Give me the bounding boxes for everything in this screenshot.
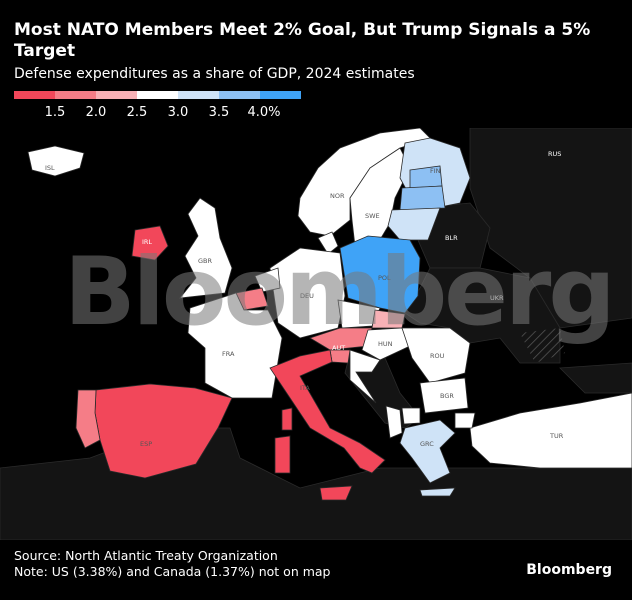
legend-swatch-1 xyxy=(14,91,55,99)
greece xyxy=(399,419,456,484)
legend-color-bar xyxy=(14,91,301,99)
legend-swatch-2 xyxy=(55,91,96,99)
label-gbr: GBR xyxy=(198,257,212,265)
legend-label-1: 1.5 xyxy=(44,105,66,120)
legend-label-6: 4.0% xyxy=(247,105,281,120)
label-swe: SWE xyxy=(365,212,380,220)
label-grc: GRC xyxy=(420,440,434,448)
country-labels: ISL IRL BLR UKR RUS POL AUT ITA ESP FRA … xyxy=(45,150,564,448)
legend-label-4: 3.0 xyxy=(167,105,189,120)
legend-swatch-5 xyxy=(178,91,219,99)
caucasus-region xyxy=(559,362,632,394)
label-esp: ESP xyxy=(140,440,152,448)
note-line: Note: US (3.38%) and Canada (1.37%) not … xyxy=(14,564,331,579)
romania xyxy=(401,327,471,384)
label-ukr: UKR xyxy=(490,294,504,302)
label-pol: POL xyxy=(378,274,391,282)
label-ita: ITA xyxy=(300,384,310,392)
crimea-hatched xyxy=(520,328,565,363)
label-fin: FIN xyxy=(430,167,441,175)
nato-members xyxy=(27,128,632,501)
great-britain xyxy=(179,197,233,299)
bloomberg-logo: Bloomberg xyxy=(526,562,612,578)
label-rus: RUS xyxy=(548,150,561,158)
color-legend: 1.5 2.0 2.5 3.0 3.5 4.0% xyxy=(14,91,301,123)
iceland xyxy=(27,145,85,177)
latvia xyxy=(399,185,446,211)
hungary xyxy=(361,327,411,361)
portugal xyxy=(75,389,101,449)
corsica xyxy=(281,407,293,431)
footer-notes: Source: North Atlantic Treaty Organizati… xyxy=(14,548,331,580)
bulgaria xyxy=(419,377,469,414)
label-irl: IRL xyxy=(142,238,152,246)
france xyxy=(187,292,283,399)
legend-swatch-4 xyxy=(137,91,178,99)
ireland xyxy=(131,225,169,261)
legend-swatch-6 xyxy=(219,91,260,99)
croatia xyxy=(349,349,381,404)
label-nor: NOR xyxy=(330,192,345,200)
legend-label-5: 3.5 xyxy=(208,105,230,120)
europe-map: ISL IRL BLR UKR RUS POL AUT ITA ESP FRA … xyxy=(0,128,632,540)
turkey xyxy=(469,392,632,469)
label-tur: TUR xyxy=(549,432,564,440)
label-deu: DEU xyxy=(300,292,314,300)
label-bgr: BGR xyxy=(440,392,454,400)
sicily xyxy=(319,485,353,501)
source-line: Source: North Atlantic Treaty Organizati… xyxy=(14,548,278,563)
chart-title: Most NATO Members Meet 2% Goal, But Trum… xyxy=(14,20,591,61)
label-hun: HUN xyxy=(378,340,393,348)
legend-label-3: 2.5 xyxy=(126,105,148,120)
label-blr: BLR xyxy=(445,234,458,242)
lithuania xyxy=(387,207,441,241)
sardinia xyxy=(274,435,291,474)
montenegro-albania xyxy=(385,405,403,439)
label-isl: ISL xyxy=(45,164,55,172)
italy xyxy=(269,349,386,474)
legend-label-2: 2.0 xyxy=(85,105,107,120)
turkey-thrace xyxy=(454,412,476,429)
slovakia xyxy=(371,309,406,329)
poland xyxy=(339,235,421,314)
crete xyxy=(419,487,456,497)
chart-subtitle: Defense expenditures as a share of GDP, … xyxy=(14,66,415,82)
legend-swatch-7 xyxy=(260,91,301,99)
label-fra: FRA xyxy=(222,350,235,358)
label-rou: ROU xyxy=(430,352,445,360)
legend-swatch-3 xyxy=(96,91,137,99)
label-aut: AUT xyxy=(332,344,345,352)
denmark xyxy=(317,231,339,255)
netherlands xyxy=(254,267,281,293)
north-macedonia xyxy=(401,407,421,425)
legend-labels: 1.5 2.0 2.5 3.0 3.5 4.0% xyxy=(14,105,301,123)
